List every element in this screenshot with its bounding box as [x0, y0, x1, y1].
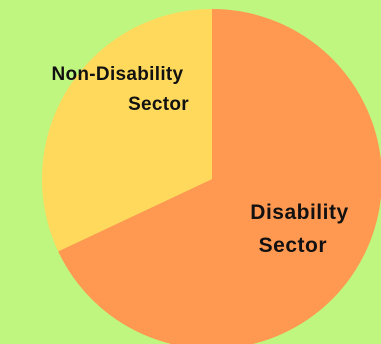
slice-label-non-disability: Non-Disability Sector: [51, 64, 189, 115]
slice-label-non-disability-line-2: Sector: [128, 94, 189, 115]
slices-layer: [41, 9, 381, 344]
slice-label-disability-line-2: Sector: [259, 234, 327, 257]
pie-slice-disability-sector: [58, 9, 381, 344]
slice-label-disability: Disability Sector: [250, 201, 355, 257]
slice-label-disability-line-1: Disability: [250, 201, 348, 224]
pie-slice-non-disability-sector: [41, 9, 212, 252]
labels-layer: Disability Sector Non-Disability Sector: [51, 64, 355, 257]
slice-label-non-disability-line-1: Non-Disability: [51, 64, 183, 85]
